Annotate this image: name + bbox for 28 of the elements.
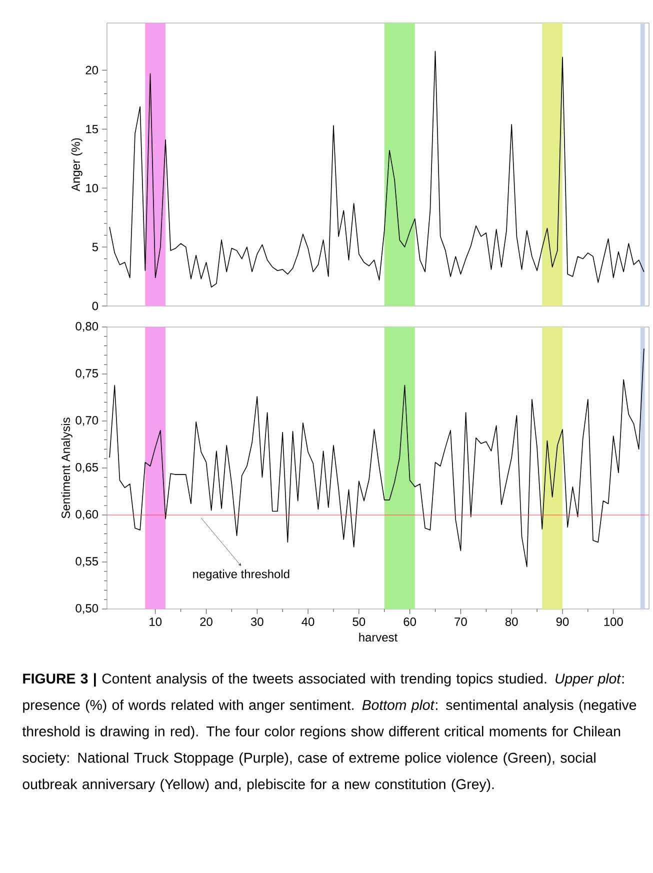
- line-series: [109, 50, 644, 288]
- x-tick-label: 90: [556, 618, 569, 626]
- x-tick-label: 10: [150, 618, 162, 626]
- text: FIGURE 3 | Content analysis of the tweets associated with trending topics studied. Upper plot: presence (%) of words related with anger sentiment. Bottom plot: sentimental analysis (negative threshold is drawing in red). The four color regions show different critical moments for Chilean society: National Truck Stoppage (Purple), case of extreme police violence (Green), social outbreak anniversary (Yellow) and, plebiscite for a new constitution (Grey).: [22, 673, 636, 792]
- y-tick-label: 0,55: [76, 557, 98, 567]
- y-tick-label: 0,75: [76, 369, 98, 379]
- y-tick-label: 20: [86, 66, 98, 74]
- x-tick-label: 70: [454, 618, 467, 626]
- y-tick-label: 0,70: [76, 416, 98, 426]
- x-tick-label: 100: [604, 618, 623, 626]
- y-tick-label: 0,60: [76, 510, 98, 520]
- y-tick-label: 15: [86, 124, 98, 134]
- y-tick-label: 0,50: [76, 604, 98, 614]
- x-axis-title: harvest: [359, 632, 398, 642]
- y-axis-title: Anger (%): [71, 138, 82, 192]
- y-tick-label: 5: [92, 242, 98, 252]
- x-tick-label: 20: [200, 618, 212, 626]
- x-tick-label: 30: [250, 618, 264, 626]
- x-tick-label: 40: [302, 618, 314, 626]
- y-tick-label: 0,65: [76, 463, 98, 473]
- x-tick-label: 50: [352, 618, 366, 626]
- y-axis-title: Sentiment Analysis: [61, 418, 72, 518]
- y-tick-label: 0: [92, 302, 98, 310]
- y-tick-label: 10: [86, 184, 98, 192]
- annotation: negative threshold: [193, 570, 290, 581]
- x-tick-label: 60: [404, 618, 416, 626]
- x-tick-label: 80: [505, 618, 518, 626]
- y-tick-label: 0,80: [76, 322, 98, 332]
